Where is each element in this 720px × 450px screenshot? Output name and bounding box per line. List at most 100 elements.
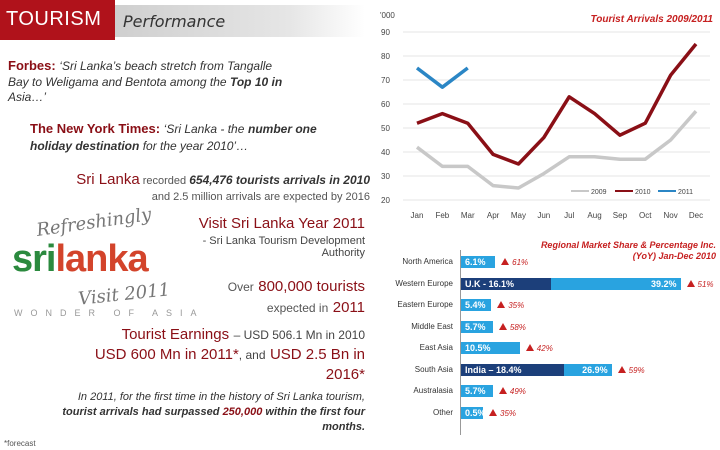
y-axis-unit: '000 [380, 11, 395, 20]
y-tick-label: 50 [381, 124, 390, 133]
increase-label: 49% [509, 387, 526, 396]
increase-arrow [501, 258, 510, 265]
logo-top-text: Refreshingly [35, 204, 153, 241]
over-text: Over [227, 280, 254, 294]
forbes-text-2: Bay to Weligama and Bentota among the [8, 75, 227, 89]
increase-label: 35% [508, 301, 525, 310]
history-block: In 2011, for the first time in the histo… [20, 390, 365, 435]
increase-arrow [525, 344, 534, 351]
x-tick-label: May [511, 211, 526, 220]
share-bar: 6.1% [461, 256, 496, 268]
increase-label: 59% [628, 365, 645, 375]
arrivals-stat: Sri Lanka recorded 654,476 tourists arri… [60, 171, 370, 204]
region-label: Other [432, 407, 453, 417]
y-tick-label: 70 [381, 76, 390, 85]
nyt-bold-2: holiday destination [30, 139, 140, 153]
share-bar: 39.2% [551, 277, 681, 290]
nyt-source: The New York Times: [30, 121, 161, 136]
history-line-2a: tourist arrivals had surpassed [62, 406, 220, 418]
legend-label-2011: 2011 [678, 189, 693, 196]
region-label: Australasia [413, 386, 453, 395]
region-label: North America [402, 257, 453, 266]
history-line-1: In 2011, for the first time in the histo… [77, 391, 365, 403]
share-bar: 0.5% [461, 406, 486, 419]
increase-label: 61% [512, 258, 529, 267]
sub-bar: India – 18.4% [461, 363, 565, 376]
increase-label: 35% [500, 408, 517, 418]
x-tick-label: Aug [587, 211, 601, 220]
sri-lanka-logo: Refreshingly srilanka Visit 2011 WONDER … [8, 204, 197, 318]
expected-text: expected in [266, 301, 329, 315]
x-tick-label: Dec [689, 211, 703, 220]
header-title: TOURISM [6, 8, 102, 30]
x-tick-label: Jun [537, 211, 550, 220]
visit-title: Visit Sri Lanka Year 2011 [198, 215, 365, 232]
header-title-block: TOURISM [0, 0, 115, 40]
forbes-quote: Forbes: ‘Sri Lanka’s beach stretch from … [8, 58, 368, 104]
visit-source-2: Authority [321, 247, 365, 259]
x-tick-label: Nov [664, 211, 678, 220]
arrivals-forecast: and 2.5 million arrivals are expected by… [151, 191, 370, 203]
region-label: Eastern Europe [397, 300, 453, 309]
nyt-text: ‘Sri Lanka - the [163, 122, 245, 136]
increase-label: 51% [697, 279, 714, 289]
bar-axis [460, 250, 461, 435]
earnings-title: Tourist Earnings [121, 326, 230, 343]
history-line-3: months. [322, 421, 365, 433]
earnings-2010: – USD 506.1 Mn in 2010 [233, 328, 365, 342]
sub-bar: U.K - 16.1% [461, 277, 552, 290]
nyt-quote: The New York Times: ‘Sri Lanka - the num… [30, 121, 370, 153]
nyt-bold: number one [248, 122, 317, 136]
earnings-2011: USD 600 Mn in 2011* [94, 346, 239, 363]
region-label: South Asia [414, 364, 453, 374]
forecast-block: Over 800,000 tourists expected in 2011 [180, 278, 365, 317]
region-label: East Asia [419, 343, 453, 352]
history-value: 250,000 [222, 406, 263, 418]
y-tick-label: 20 [381, 196, 390, 205]
logo-word-sri: sri [12, 238, 56, 280]
increase-arrow [617, 365, 626, 373]
increase-arrow [497, 301, 506, 308]
legend-label-2009: 2009 [591, 189, 607, 196]
forbes-source: Forbes: [8, 58, 56, 73]
y-tick-label: 60 [381, 100, 390, 109]
earnings-and: , and [238, 348, 266, 362]
visit-block: Visit Sri Lanka Year 2011 - Sri Lanka To… [180, 215, 365, 259]
series-line-2010 [416, 42, 698, 166]
arrivals-line-chart: '000 Tourist Arrivals 2009/2011 90 80 70 60 50… [380, 11, 713, 220]
footnote: *forecast [4, 439, 36, 448]
forbes-bold: Top 10 in [229, 75, 283, 89]
x-tick-label: Oct [639, 211, 652, 220]
y-tick-label: 80 [381, 52, 390, 61]
region-label: Middle East [411, 321, 453, 331]
legend-label-2010: 2010 [635, 189, 651, 196]
series-line-2009 [415, 110, 698, 190]
nyt-text-2: for the year 2010’… [142, 139, 249, 153]
header-subtitle-block: Performance [115, 5, 365, 37]
history-line-2c: within the first four [265, 406, 365, 418]
header-subtitle: Performance [123, 12, 226, 31]
forbes-text: ‘Sri Lanka’s beach stretch from Tangalle [59, 59, 273, 73]
x-tick-label: Mar [461, 211, 475, 220]
region-label: Western Europe [395, 278, 453, 288]
logo-tagline: WONDER OF ASIA [14, 308, 205, 318]
forbes-text-3: Asia…’ [8, 90, 47, 104]
arrivals-text: recorded [142, 175, 187, 187]
visit-source: - Sri Lanka Tourism Development [202, 235, 365, 247]
increase-arrow [498, 387, 507, 394]
series-line-2011 [415, 66, 469, 89]
earnings-block: Tourist Earnings – USD 506.1 Mn in 2010 … [50, 326, 365, 383]
expected-year: 2011 [332, 299, 365, 316]
x-tick-label: Apr [487, 211, 500, 220]
share-bar: 5.7% [461, 385, 493, 397]
increase-arrow [498, 322, 507, 330]
bar-chart-title: Regional Market Share & Percentage Inc. … [540, 240, 716, 261]
y-tick-label: 40 [381, 148, 390, 157]
y-tick-label: 90 [381, 28, 390, 37]
x-tick-label: Jul [564, 211, 574, 220]
arrivals-value: 654,476 tourists arrivals in 2010 [189, 173, 370, 187]
logo-year: Visit 2011 [77, 279, 172, 310]
share-bar: 10.5% [461, 342, 520, 354]
sri-lanka-label: Sri Lanka [76, 171, 140, 188]
increase-arrow [489, 408, 497, 416]
